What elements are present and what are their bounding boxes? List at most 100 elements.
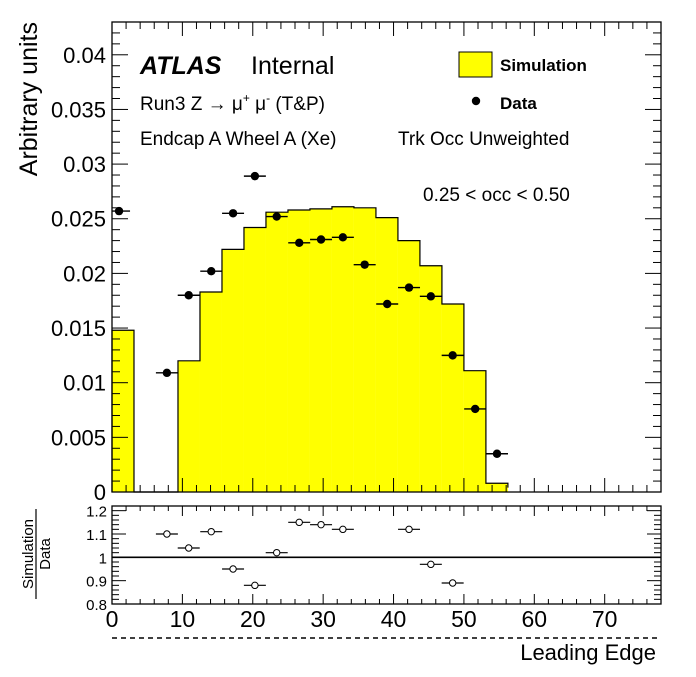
ratio-y-axis-label: Simulation Data (20, 509, 54, 599)
x-tick-label: 20 (240, 606, 266, 632)
ratio-y-tick-label: 0.8 (86, 597, 107, 614)
ratio-points (112, 518, 661, 590)
legend: Simulation Data (458, 51, 587, 113)
simulation-outline (111, 206, 509, 493)
simulation-bin (353, 207, 376, 492)
data-point (114, 206, 124, 216)
y-tick-label: 0.015 (51, 316, 106, 341)
data-points (112, 171, 509, 458)
ratio-y-tick-label: 1.1 (86, 527, 107, 544)
atlas-logo-text: ATLAS (139, 52, 222, 80)
simulation-bin (419, 265, 442, 492)
y-tick-label: 0.02 (63, 261, 106, 286)
y-tick-label: 0.01 (63, 371, 106, 396)
main-y-ticks: 0 0.005 0.01 0.015 0.02 0.025 0.03 0.035 0.04 (51, 21, 661, 505)
annotation-weighting: Trk Occ Unweighted (398, 129, 569, 150)
x-tick-label: 0 (106, 606, 119, 632)
simulation-bin (112, 330, 134, 492)
annotation-region: Endcap A Wheel A (Xe) (140, 129, 336, 150)
data-point (426, 292, 436, 301)
data-point (316, 235, 326, 244)
data-point (184, 291, 193, 300)
main-x-ticks (111, 22, 662, 492)
atlas-label: ATLAS Internal (139, 52, 334, 80)
ratio-ylabel-denominator: Data (37, 538, 54, 570)
y-tick-label: 0.035 (51, 97, 106, 122)
data-point (404, 283, 414, 292)
ratio-point (163, 530, 171, 538)
simulation-bin (375, 217, 398, 492)
ratio-point (207, 527, 215, 536)
x-tick-label: 50 (451, 606, 477, 632)
ratio-point (405, 525, 413, 534)
simulation-bin (243, 227, 266, 492)
simulation-bin (309, 208, 332, 492)
ratio-y-tick-label: 1 (99, 550, 107, 567)
ratio-point (185, 544, 193, 552)
ratio-y-tick-label: 0.9 (86, 574, 107, 591)
ratio-point (229, 565, 237, 573)
ratio-frame (111, 505, 662, 605)
x-tick-label: 40 (381, 606, 407, 632)
simulation-bin (221, 249, 244, 492)
simulation-bin (441, 304, 464, 492)
simulation-histogram (111, 206, 509, 493)
data-point (272, 212, 281, 221)
annotation-process: Run3 Z → μ+ μ- (T&P) (140, 91, 325, 115)
ratio-y-ticks: 0.8 0.9 1 1.1 1.2 (86, 504, 661, 614)
data-point (360, 260, 369, 269)
y-axis-label: Arbitrary units (15, 22, 43, 176)
data-point (228, 209, 238, 218)
simulation-bin (177, 360, 200, 492)
data-point (207, 267, 216, 276)
x-tick-label: 30 (310, 606, 336, 632)
x-tick-label: 10 (170, 606, 196, 632)
ratio-point (273, 548, 281, 557)
legend-data-marker (471, 96, 481, 106)
simulation-bin (463, 370, 486, 492)
x-axis-label: Leading Edge (520, 640, 656, 665)
x-tick-label: 70 (592, 606, 618, 632)
simulation-bin (265, 212, 288, 493)
ratio-point (339, 525, 347, 534)
data-point (470, 404, 480, 414)
simulation-bin (199, 291, 222, 492)
ratio-plot-frame (111, 505, 662, 605)
ratio-point (427, 560, 435, 569)
x-tick-label: 60 (522, 606, 548, 632)
simulation-bin (331, 206, 354, 492)
ratio-point (295, 518, 303, 527)
simulation-bin (287, 210, 310, 492)
y-tick-label: 0 (94, 480, 106, 505)
y-tick-label: 0.03 (63, 152, 106, 177)
data-point (162, 368, 172, 378)
y-tick-label: 0.025 (51, 207, 106, 232)
ratio-ylabel-numerator: Simulation (20, 519, 37, 589)
ratio-x-ticks: 0 10 20 30 40 50 60 70 (106, 506, 662, 632)
legend-data-label: Data (500, 94, 537, 113)
data-point (250, 171, 260, 181)
annotation-occupancy: 0.25 < occ < 0.50 (423, 185, 570, 206)
data-point (448, 351, 457, 360)
atlas-status-text: Internal (251, 52, 334, 80)
y-tick-label: 0.005 (51, 425, 106, 450)
legend-simulation-swatch (458, 51, 493, 78)
ratio-point (448, 579, 457, 587)
simulation-bin (397, 240, 420, 492)
simulation-bin (485, 483, 508, 492)
data-point (295, 238, 304, 247)
ratio-y-tick-label: 1.2 (86, 504, 107, 521)
ratio-point (317, 520, 325, 529)
main-plot-frame (111, 21, 662, 493)
data-point (383, 299, 392, 309)
ratio-plot: 0 10 20 30 40 50 60 70 0.8 0.9 1 1.1 1.2 Simulation… (20, 504, 662, 665)
data-point (338, 233, 348, 242)
main-plot: 0 0.005 0.01 0.015 0.02 0.025 0.03 0.035 0.04 Ar… (15, 21, 662, 505)
legend-simulation-label: Simulation (500, 56, 587, 75)
y-tick-label: 0.04 (63, 43, 106, 68)
main-frame (111, 21, 662, 493)
data-point (492, 449, 502, 458)
ratio-point (251, 581, 259, 590)
